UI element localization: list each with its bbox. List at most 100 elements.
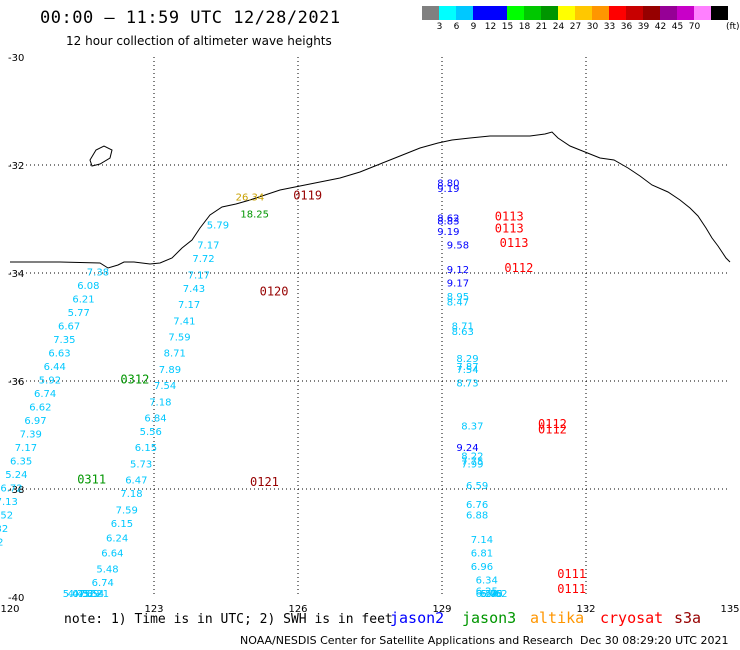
lat-tick-label: -34: [8, 269, 24, 280]
wave-height-label: 6.52: [0, 511, 13, 522]
wave-height-label: 8.47: [447, 297, 469, 308]
track-time-label: 0120: [260, 285, 289, 299]
wave-height-label: 6.81: [471, 549, 493, 560]
wave-height-label: 7.54: [456, 365, 478, 376]
wave-height-label: 6.84: [144, 414, 166, 425]
wave-height-label: 9.19: [437, 184, 459, 195]
track-time-label: 0113: [500, 236, 529, 250]
wave-height-label: 7.13: [0, 497, 18, 508]
lat-tick-label: -36: [8, 377, 24, 388]
legend-jason2: jason2: [390, 609, 445, 627]
color-scale-swatch: [490, 6, 507, 20]
color-scale-label: 39: [637, 22, 650, 32]
color-scale-swatch: [524, 6, 541, 20]
color-scale-label: 12: [484, 22, 497, 32]
wave-height-label: 7.18: [149, 397, 171, 408]
color-scale-label: 27: [569, 22, 582, 32]
wave-height-label: 9.12: [447, 265, 469, 276]
track-time-label: 0112: [538, 417, 567, 431]
wave-height-label: 6.45: [480, 589, 502, 600]
wave-height-label: 5.62: [485, 589, 507, 600]
wave-height-label: 9.24: [456, 443, 478, 454]
wave-height-label: 9.17: [447, 279, 469, 290]
generated-timestamp: Dec 30 08:29:20 UTC 2021: [580, 634, 729, 647]
wave-height-label: 7.75: [461, 457, 483, 468]
color-scale-label: 33: [603, 22, 616, 32]
wave-height-label: 7.17: [178, 300, 200, 311]
track-time-label: 0121: [250, 475, 279, 489]
footer-note: note: 1) Time is in UTC; 2) SWH is in fe…: [64, 612, 393, 627]
credit-line: NOAA/NESDIS Center for Satellite Applica…: [240, 634, 574, 647]
color-scale-label: 9: [470, 22, 477, 32]
wave-height-label: 5.70: [480, 589, 502, 600]
wave-height-label: 26.34: [236, 193, 265, 204]
legend-altika: altika: [530, 609, 585, 627]
wave-height-label: 6.76: [466, 500, 488, 511]
wave-height-label: 5.73: [130, 459, 152, 470]
wave-height-label: 7.87: [456, 362, 478, 373]
wave-height-label: 6.32: [0, 538, 3, 549]
color-scale-swatch: [456, 6, 473, 20]
wave-height-label: 6.06: [480, 589, 502, 600]
wave-height-label: 7.99: [461, 459, 483, 470]
wave-height-label: 5.48: [96, 565, 118, 576]
wave-height-label: 8.71: [452, 322, 474, 333]
coastline: [10, 131, 731, 269]
color-scale-swatch: [660, 6, 677, 20]
page-subtitle: 12 hour collection of altimeter wave hei…: [66, 34, 332, 48]
wave-height-label: 4.32: [72, 589, 94, 600]
wave-height-label: 18.25: [240, 209, 269, 220]
color-scale-bar: [422, 6, 728, 20]
legend-cryosat: cryosat: [600, 609, 664, 627]
wave-height-label: 6.88: [466, 511, 488, 522]
wave-height-label: 4.39: [77, 589, 99, 600]
wave-height-label: 6.24: [476, 589, 498, 600]
map-frame: [9, 56, 731, 598]
wave-height-label: 8.22: [461, 451, 483, 462]
lon-tick-label: 126: [288, 604, 307, 615]
wave-height-label: 4.75: [68, 589, 90, 600]
wave-height-label: 6.35: [10, 457, 32, 468]
color-scale-label: 21: [535, 22, 548, 32]
wave-height-label: 6.63: [48, 349, 70, 360]
wave-height-label: 6.44: [44, 362, 66, 373]
lon-tick-label: 123: [144, 604, 163, 615]
color-scale-label: 15: [501, 22, 514, 32]
wave-height-label: 6.96: [471, 562, 493, 573]
wave-height-label: 7.18: [120, 489, 142, 500]
page-title: 00:00 – 11:59 UTC 12/28/2021: [40, 8, 341, 28]
color-scale-swatch: [575, 6, 592, 20]
color-scale-swatch: [558, 6, 575, 20]
color-scale-swatch: [694, 6, 711, 20]
wave-height-label: 8.63: [452, 327, 474, 338]
wave-height-label: 7.54: [154, 381, 176, 392]
color-scale-label: 6: [453, 22, 460, 32]
wave-height-label: 5.56: [140, 427, 162, 438]
wave-height-label: 6.64: [101, 549, 123, 560]
track-time-label: 0111: [557, 582, 586, 596]
wave-height-label: 7.17: [188, 270, 210, 281]
wave-height-label: 5.77: [68, 308, 90, 319]
color-scale-swatch: [473, 6, 490, 20]
lon-tick-label: 135: [720, 604, 739, 615]
wave-height-label: 7.59: [116, 505, 138, 516]
track-time-label: 0112: [504, 261, 533, 275]
wave-height-label: 7.89: [159, 365, 181, 376]
wave-height-label: 6.21: [72, 295, 94, 306]
wave-height-label: 8.62: [437, 214, 459, 225]
lat-tick-label: -38: [8, 485, 24, 496]
wave-height-label: 6.97: [24, 416, 46, 427]
wave-height-label: 7.41: [173, 316, 195, 327]
track-time-label: 0113: [495, 210, 524, 224]
color-scale-swatch: [711, 6, 728, 20]
legend-jason3: jason3: [462, 609, 517, 627]
lat-tick-label: -40: [8, 593, 24, 604]
wave-height-label: 5.92: [39, 376, 61, 387]
lon-tick-label: 132: [576, 604, 595, 615]
wave-height-label: 6.74: [92, 578, 114, 589]
color-scale-label: 42: [654, 22, 667, 32]
color-scale-swatch: [439, 6, 456, 20]
color-scale-swatch: [422, 6, 439, 20]
wave-height-label: 8.71: [164, 349, 186, 360]
color-scale-label: 70: [688, 22, 701, 32]
